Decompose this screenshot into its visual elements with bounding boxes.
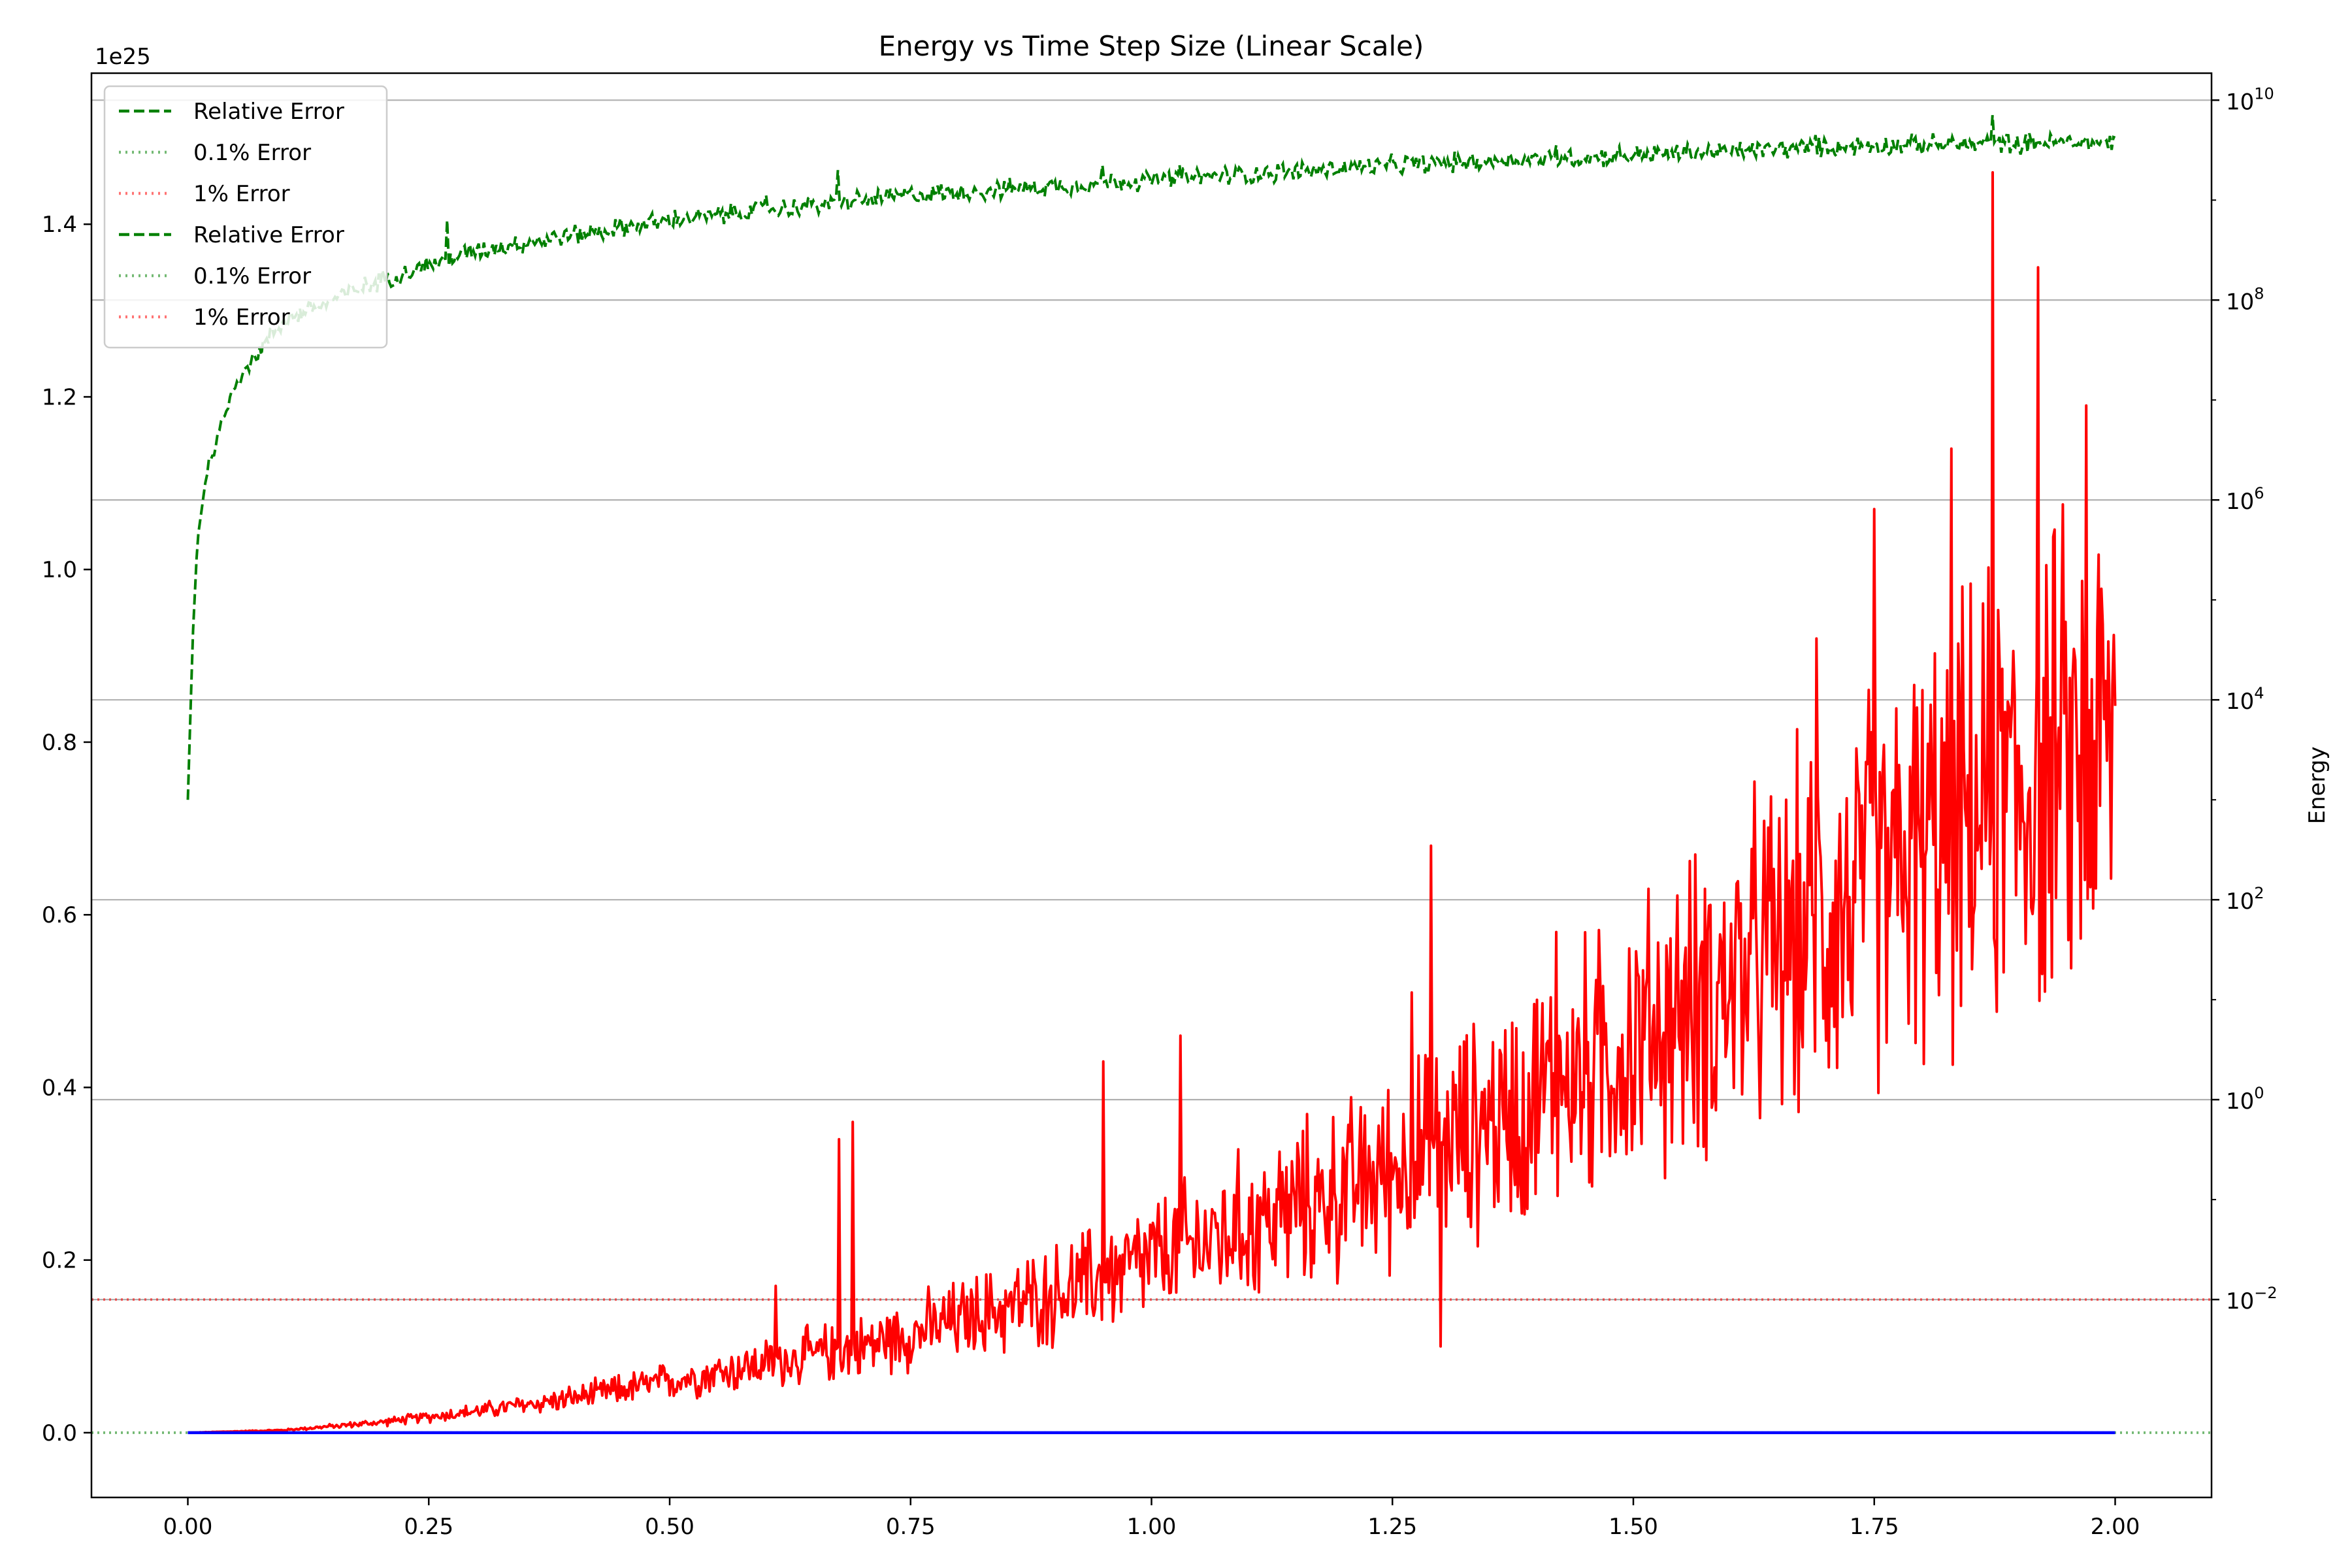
ticks-layer: 0.00 0.25 0.50 0.75 1.00 1.25 1.50 1.75 2.00 0.0 0… [42, 84, 2278, 1540]
y-left-tick-label: 0.6 [42, 902, 77, 928]
y-left-tick-label: 1.0 [42, 557, 77, 583]
y-right-tick-label: 106 [2226, 484, 2264, 515]
x-tick-label: 1.00 [1127, 1514, 1177, 1540]
series-relative-error [186, 115, 2116, 800]
y-offset-text: 1e25 [95, 44, 151, 70]
y-right-tick-label: 10−2 [2226, 1284, 2278, 1315]
legend-label: 0.1% Error [193, 140, 311, 166]
y-left-tick-label: 0.0 [42, 1420, 77, 1446]
y-left-tick-label: 1.2 [42, 384, 77, 410]
legend: Relative Error 0.1% Error 1% Error Relative… [103, 85, 388, 349]
x-tick-label: 1.75 [1850, 1514, 1899, 1540]
x-tick-label: 1.50 [1609, 1514, 1658, 1540]
legend-box [103, 85, 388, 349]
legend-label: 1% Error [193, 181, 290, 207]
y-left-tick-label: 0.8 [42, 730, 77, 756]
x-tick-label: 0.75 [886, 1514, 936, 1540]
legend-label: Relative Error [193, 222, 344, 248]
x-tick-label: 0.50 [645, 1514, 694, 1540]
x-tick-label: 0.00 [163, 1514, 213, 1540]
right-axis-label: Energy [2304, 746, 2330, 824]
y-right-tick-label: 108 [2226, 284, 2264, 315]
legend-label: 1% Error [193, 304, 290, 331]
y-left-tick-label: 0.4 [42, 1075, 77, 1101]
y-right-tick-label: 102 [2226, 884, 2264, 915]
legend-label: 0.1% Error [193, 263, 311, 289]
chart-title: Energy vs Time Step Size (Linear Scale) [879, 30, 1424, 62]
y-right-tick-label: 1010 [2226, 84, 2274, 115]
y-right-tick-label: 100 [2226, 1084, 2264, 1115]
y-right-tick-label: 104 [2226, 684, 2264, 715]
series-layer [186, 115, 2117, 1435]
series-energy-red [188, 171, 2117, 1434]
y-left-tick-label: 1.4 [42, 212, 77, 238]
y-left-tick-label: 0.2 [42, 1248, 77, 1274]
x-tick-label: 1.25 [1367, 1514, 1417, 1540]
x-tick-label: 2.00 [2091, 1514, 2140, 1540]
x-tick-label: 0.25 [404, 1514, 453, 1540]
legend-label: Relative Error [193, 99, 344, 125]
